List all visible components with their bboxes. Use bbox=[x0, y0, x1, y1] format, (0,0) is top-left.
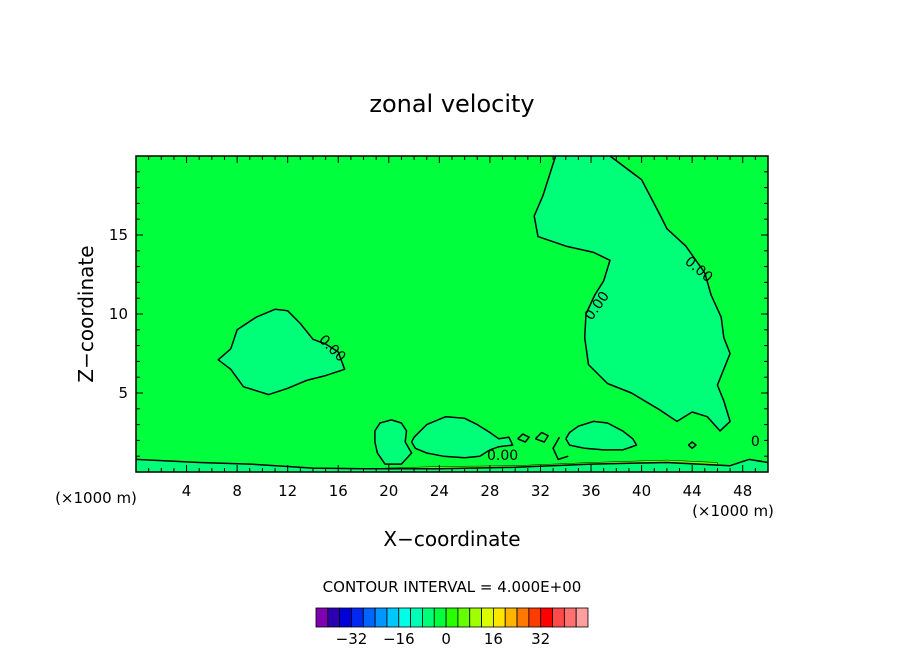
colorbar-tick-label: 0 bbox=[441, 630, 451, 648]
colorbar-swatch bbox=[433, 607, 447, 628]
x-tick-label: 12 bbox=[278, 482, 297, 500]
contour-line bbox=[410, 415, 514, 459]
y-axis-ticks: 5 10 15 bbox=[109, 171, 768, 457]
colorbar-swatch bbox=[327, 607, 341, 628]
x-tick-label: 20 bbox=[379, 482, 398, 500]
colorbar-swatch bbox=[386, 607, 400, 628]
colorbar-tick-label: 16 bbox=[484, 630, 503, 648]
colorbar-swatch bbox=[351, 607, 364, 628]
contour-label: 0.00 bbox=[487, 448, 518, 464]
contour-line bbox=[217, 308, 346, 396]
colorbar-swatch bbox=[410, 607, 423, 628]
x-tick-label: 4 bbox=[182, 482, 192, 500]
x-tick-label: 48 bbox=[733, 482, 752, 500]
colorbar-tick-labels: −32 −16 0 16 32 bbox=[336, 630, 551, 648]
x-axis-label: X−coordinate bbox=[383, 527, 520, 551]
contour-interval-text: CONTOUR INTERVAL = 4.000E+00 bbox=[323, 578, 582, 596]
y-axis-label: Z−coordinate bbox=[74, 245, 98, 382]
colorbar-swatch bbox=[552, 607, 565, 628]
x-tick-label: 40 bbox=[632, 482, 651, 500]
colorbar-swatch bbox=[445, 607, 459, 628]
y-tick-label: 10 bbox=[109, 305, 128, 323]
colorbar-swatch bbox=[339, 607, 352, 628]
negative-region bbox=[218, 309, 345, 395]
contour-fill-regions bbox=[136, 156, 768, 473]
colorbar-swatch bbox=[575, 607, 589, 628]
colorbar-swatch bbox=[422, 607, 435, 628]
negative-region bbox=[136, 459, 768, 472]
contour-line bbox=[533, 155, 731, 432]
colorbar-swatch bbox=[469, 607, 482, 628]
colorbar-tick-label: −16 bbox=[383, 630, 415, 648]
x-tick-label: 24 bbox=[430, 482, 449, 500]
x-tick-label: 32 bbox=[531, 482, 550, 500]
colorbar-swatch bbox=[398, 607, 412, 628]
x-tick-label: 8 bbox=[232, 482, 242, 500]
contour-label: 0 bbox=[751, 434, 760, 450]
negative-region bbox=[411, 416, 513, 458]
colorbar-swatch bbox=[540, 607, 553, 628]
colorbar-swatch bbox=[374, 607, 388, 628]
colorbar-swatch bbox=[481, 607, 494, 628]
contour-line bbox=[374, 419, 413, 465]
contour-line bbox=[534, 431, 549, 443]
colorbar-swatch bbox=[504, 607, 518, 628]
colorbar-swatch bbox=[492, 607, 506, 628]
x-tick-label: 44 bbox=[683, 482, 702, 500]
y-tick-label: 5 bbox=[118, 384, 128, 402]
y-tick-label: 15 bbox=[109, 226, 128, 244]
colorbar-swatch bbox=[528, 607, 542, 628]
contour-line bbox=[687, 441, 697, 450]
colorbar-swatch bbox=[315, 607, 329, 628]
chart-title: zonal velocity bbox=[369, 90, 534, 118]
x-unit-right: (×1000 m) bbox=[692, 502, 774, 520]
x-tick-label: 36 bbox=[581, 482, 600, 500]
colorbar-swatch bbox=[457, 607, 471, 628]
colorbar-tick-label: 32 bbox=[531, 630, 550, 648]
colorbar-swatch bbox=[516, 607, 530, 628]
colorbar-swatch bbox=[362, 607, 376, 628]
x-tick-label: 28 bbox=[480, 482, 499, 500]
colorbar-swatch bbox=[563, 607, 577, 628]
negative-region bbox=[374, 419, 412, 465]
contour-line bbox=[517, 433, 530, 443]
x-axis-ticks: 4 8 12 16 20 24 28 32 36 40 44 48 bbox=[148, 156, 756, 500]
colorbar-tick-label: −32 bbox=[336, 630, 368, 648]
plot-area: 0.000.000.000.000 bbox=[135, 155, 769, 473]
colorbar bbox=[315, 607, 589, 628]
contour-line bbox=[565, 420, 638, 451]
x-unit-left: (×1000 m) bbox=[55, 489, 137, 507]
contour-line bbox=[552, 436, 569, 461]
negative-region bbox=[534, 156, 731, 431]
negative-region bbox=[565, 421, 637, 450]
x-tick-label: 16 bbox=[329, 482, 348, 500]
